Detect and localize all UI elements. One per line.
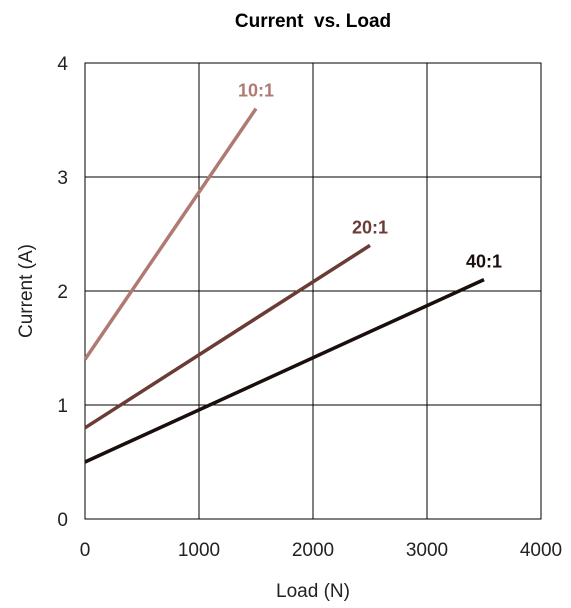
series-lines — [83, 107, 485, 464]
y-tick-label: 0 — [57, 510, 68, 531]
grid — [84, 62, 542, 520]
x-tick-labels: 0 1000 2000 3000 4000 — [80, 540, 562, 561]
series-line-1 — [83, 107, 258, 361]
series-label-1: 10:1 — [238, 81, 274, 101]
series-line-2 — [84, 243, 371, 430]
plot-frame — [84, 62, 542, 520]
series-label-3: 40:1 — [466, 252, 502, 272]
y-tick-labels: 0 1 2 3 4 — [57, 54, 68, 531]
x-axis-label: Load (N) — [276, 581, 350, 602]
x-tick-label: 3000 — [406, 540, 448, 561]
y-axis-label: Current (A) — [16, 244, 37, 338]
x-tick-label: 2000 — [292, 540, 334, 561]
x-tick-label: 0 — [80, 540, 91, 561]
series-label-2: 20:1 — [352, 217, 388, 237]
y-tick-label: 4 — [57, 54, 68, 75]
chart-title: Current vs. Load — [235, 11, 391, 32]
y-tick-label: 2 — [57, 282, 68, 303]
x-tick-label: 4000 — [520, 540, 562, 561]
series-line-3 — [84, 278, 485, 464]
y-tick-label: 1 — [57, 396, 68, 417]
x-tick-label: 1000 — [178, 540, 220, 561]
y-tick-label: 3 — [57, 168, 68, 189]
series-labels: 10:1 20:1 40:1 — [238, 81, 502, 272]
